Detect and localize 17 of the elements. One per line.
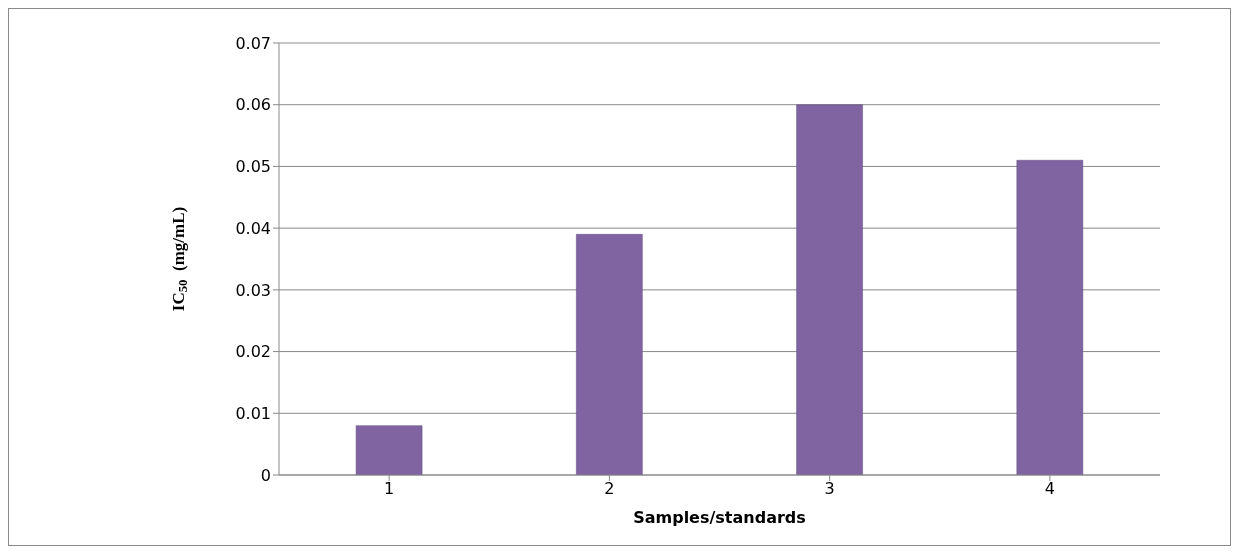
y-tick-label: 0.06 bbox=[235, 95, 271, 115]
y-tick-label: 0.03 bbox=[235, 280, 271, 300]
bar bbox=[796, 104, 863, 475]
x-tick-label: 1 bbox=[384, 479, 395, 499]
x-axis-title: Samples/standards bbox=[633, 508, 806, 527]
y-tick-label: 0.01 bbox=[235, 403, 271, 423]
y-tick-label: 0.05 bbox=[235, 157, 271, 177]
y-tick-label: 0.04 bbox=[235, 218, 271, 238]
bar bbox=[1016, 160, 1084, 475]
bar bbox=[355, 425, 423, 475]
y-tick-label: 0.07 bbox=[235, 33, 271, 53]
y-tick-label: 0.02 bbox=[235, 342, 271, 362]
x-tick-label: 2 bbox=[604, 479, 615, 499]
x-tick-label: 4 bbox=[1044, 479, 1055, 499]
bar bbox=[576, 234, 643, 475]
x-tick-label: 3 bbox=[824, 479, 835, 499]
y-tick-label: 0 bbox=[260, 465, 271, 485]
